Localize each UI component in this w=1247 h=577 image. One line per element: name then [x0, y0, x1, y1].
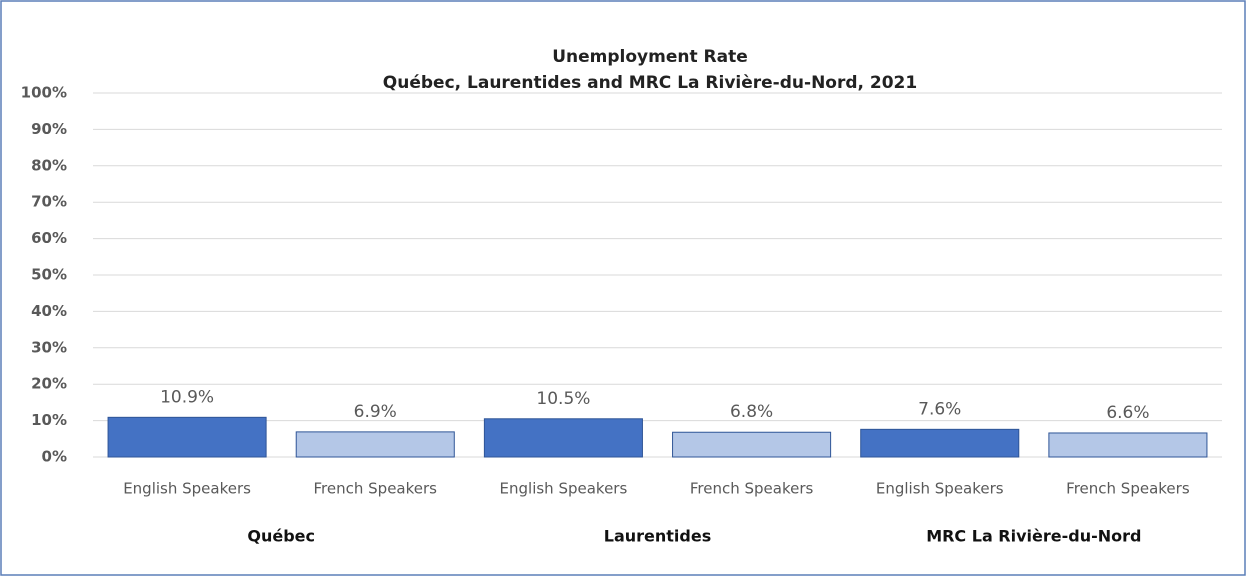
y-tick-label: 80%	[31, 156, 67, 174]
bar	[295, 431, 455, 458]
data-label: 6.8%	[730, 402, 773, 422]
data-label: 6.6%	[1106, 403, 1149, 423]
bar	[483, 418, 643, 458]
bar	[107, 416, 267, 458]
data-label: 7.6%	[918, 399, 961, 419]
x-tick-label: French Speakers	[690, 480, 814, 498]
y-tick-label: 20%	[31, 375, 67, 393]
y-tick-label: 100%	[21, 84, 67, 102]
chart-title: Unemployment Rate	[552, 47, 748, 67]
data-label: 6.9%	[354, 402, 397, 422]
x-tick-label: English Speakers	[500, 480, 628, 498]
bar	[672, 431, 832, 458]
chart-subtitle: Québec, Laurentides and MRC La Rivière-d…	[383, 73, 917, 93]
data-label: 10.5%	[536, 389, 590, 409]
x-tick-label: English Speakers	[876, 480, 1004, 498]
x-tick-label: French Speakers	[314, 480, 438, 498]
x-tick-label: French Speakers	[1066, 480, 1190, 498]
y-tick-label: 50%	[31, 266, 67, 284]
y-tick-label: 10%	[31, 411, 67, 429]
bar	[1048, 432, 1208, 458]
data-label: 10.9%	[160, 387, 214, 407]
x-tick-label: English Speakers	[123, 480, 251, 498]
y-tick-label: 30%	[31, 338, 67, 356]
group-label: Québec	[247, 527, 315, 546]
y-tick-label: 90%	[31, 120, 67, 138]
y-tick-label: 60%	[31, 229, 67, 247]
y-tick-label: 40%	[31, 302, 67, 320]
bar	[860, 428, 1020, 458]
group-label: Laurentides	[604, 527, 711, 546]
y-tick-label: 70%	[31, 193, 67, 211]
group-label: MRC La Rivière-du-Nord	[926, 527, 1141, 546]
y-tick-label: 0%	[42, 448, 67, 466]
